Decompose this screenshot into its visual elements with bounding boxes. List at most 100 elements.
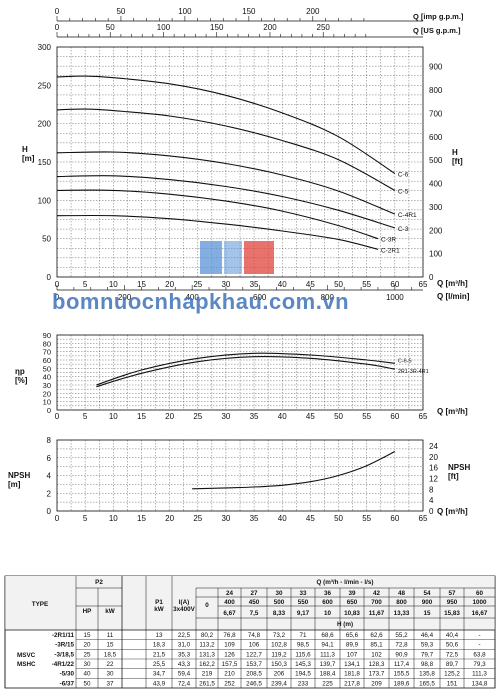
eff-y-tick-label: 90 [43, 331, 51, 340]
eff-x-tick-label: 35 [250, 412, 259, 421]
npsh-x-tick-label: 30 [221, 514, 230, 523]
table-q-ls: 16,67 [472, 610, 488, 617]
us-tick-label: 100 [157, 23, 171, 32]
lmin-tick-label: 200 [118, 293, 132, 302]
table-cell-current: 43,3 [178, 661, 191, 668]
head-curve-c-4r1 [56, 151, 396, 215]
table-cell-h: 128,3 [369, 661, 385, 668]
table-header-kw: kW [105, 608, 115, 615]
table-header-q: Q (m³/h - l/min - l/s) [316, 579, 373, 586]
x-axis-label-lmin: Q [l/min] [437, 292, 470, 301]
table-header-p1: kW [154, 606, 164, 613]
eff-curve-label: C-6-5 [398, 358, 412, 364]
table-q-lmin: 1000 [472, 599, 487, 606]
x-tick-label: 40 [278, 280, 287, 289]
table-q-lmin: 700 [371, 599, 382, 606]
table-cell-type: -4R1/22 [52, 661, 75, 668]
us-tick-label: 150 [210, 23, 224, 32]
table-header-bg [5, 576, 495, 630]
table-cell-h: 102,8 [271, 642, 287, 649]
table-cell-h: 59,3 [421, 642, 434, 649]
table-cell-h: 131,3 [199, 651, 215, 658]
table-cell-h: 94,1 [321, 642, 334, 649]
table-cell-h: 219 [202, 671, 213, 678]
table-cell-h: 206 [274, 671, 285, 678]
npsh-ft-tick-label: 4 [429, 496, 434, 505]
eff-x-tick-label: 25 [193, 412, 202, 421]
table-cell-h: 150,3 [271, 661, 287, 668]
top-axis-label-us: Q [US g.p.m.] [413, 26, 461, 35]
table-q-m3h: 39 [348, 590, 356, 597]
table-cell-type: -6/37 [60, 680, 75, 687]
table-cell-h: 157,5 [222, 661, 238, 668]
table-cell-type: -2R1/11 [52, 632, 75, 639]
x-tick-label: 5 [83, 280, 88, 289]
npsh-ft-tick-label: 20 [429, 453, 438, 462]
y-axis-label-h: [m] [22, 154, 35, 163]
table-cell-h: 208,5 [246, 671, 262, 678]
npsh-x-tick-label: 0 [55, 514, 60, 523]
x-tick-label: 55 [362, 280, 371, 289]
table-cell-h: 55,2 [395, 632, 408, 639]
table-cell-h: 102 [371, 651, 382, 658]
head-curve-c-3r [56, 189, 379, 240]
table-q-ls: 9,17 [297, 610, 310, 617]
table-q-m3h: 57 [448, 590, 456, 597]
eff-y-tick-label: 0 [47, 406, 51, 415]
table-cell-h: 63,8 [473, 651, 486, 658]
curve-label: C-3R [381, 237, 396, 244]
table-q-m3h: 33 [299, 590, 307, 597]
eff-y-axis-label: ηp [15, 367, 25, 376]
table-cell-current: 35,3 [178, 651, 191, 658]
table-group-mshc: MSHC [17, 661, 36, 668]
table-header-p1: P1 [155, 599, 163, 606]
table-cell-h: 111,3 [472, 671, 487, 678]
table-cell-hp: 15 [83, 632, 91, 639]
table-header-type: TYPE [32, 601, 48, 608]
table-q-ls: 6,67 [223, 610, 236, 617]
y-tick-label: 250 [38, 81, 52, 90]
table-q-m3h: 36 [324, 590, 332, 597]
lmin-tick-label: 600 [253, 293, 267, 302]
table-q-lmin: 600 [322, 599, 333, 606]
us-tick-label: 50 [106, 23, 115, 32]
npsh-y-axis-label: NPSH [8, 471, 30, 480]
table-cell-h: 139,7 [320, 661, 336, 668]
npsh-x-axis-label: Q [m³/h] [437, 507, 468, 516]
eff-y-tick-label: 40 [43, 373, 51, 382]
eff-curve-label: 2R1-3R-4R1 [398, 369, 429, 375]
table-cell-h: 225 [322, 680, 333, 687]
table-cell-h: - [478, 642, 480, 649]
table-cell-hp: 25 [83, 651, 91, 658]
table-cell-h: 217,8 [344, 680, 360, 687]
table-cell-h: 246,5 [246, 680, 262, 687]
curve-label: C-5 [398, 188, 409, 195]
table-cell-h: 210 [224, 671, 235, 678]
table-cell-h: 46,4 [421, 632, 434, 639]
table-cell-h: 85,1 [370, 642, 383, 649]
table-cell-h: 65,6 [346, 632, 359, 639]
table-cell-current: 22,5 [178, 632, 191, 639]
eff-y-axis-label: [%] [15, 376, 28, 385]
table-cell-h: 119,2 [271, 651, 287, 658]
eff-y-tick-label: 80 [43, 339, 51, 348]
eff-x-tick-label: 55 [362, 412, 371, 421]
npsh-x-tick-label: 10 [109, 514, 118, 523]
curve-label: C-4R1 [398, 212, 417, 219]
table-cell-h: 90,9 [395, 651, 408, 658]
eff-x-tick-label: 45 [306, 412, 315, 421]
table-q-m3h: 24 [226, 590, 234, 597]
table-q-m3h: 60 [476, 590, 484, 597]
npsh-curve [192, 451, 396, 490]
lmin-tick-label: 1000 [386, 293, 404, 302]
table-q-0: 0 [205, 602, 209, 609]
curve-label: C-3 [398, 226, 409, 233]
table-header-p2: P2 [95, 579, 103, 586]
table-cell-current: 59,4 [178, 671, 191, 678]
lmin-tick-label: 0 [55, 293, 60, 302]
ft-tick-label: 600 [429, 133, 443, 142]
table-cell-h: 89,9 [346, 642, 359, 649]
table-cell-h: 151 [447, 680, 458, 687]
npsh-y-tick-label: 8 [47, 436, 52, 445]
eff-x-tick-label: 0 [55, 412, 60, 421]
